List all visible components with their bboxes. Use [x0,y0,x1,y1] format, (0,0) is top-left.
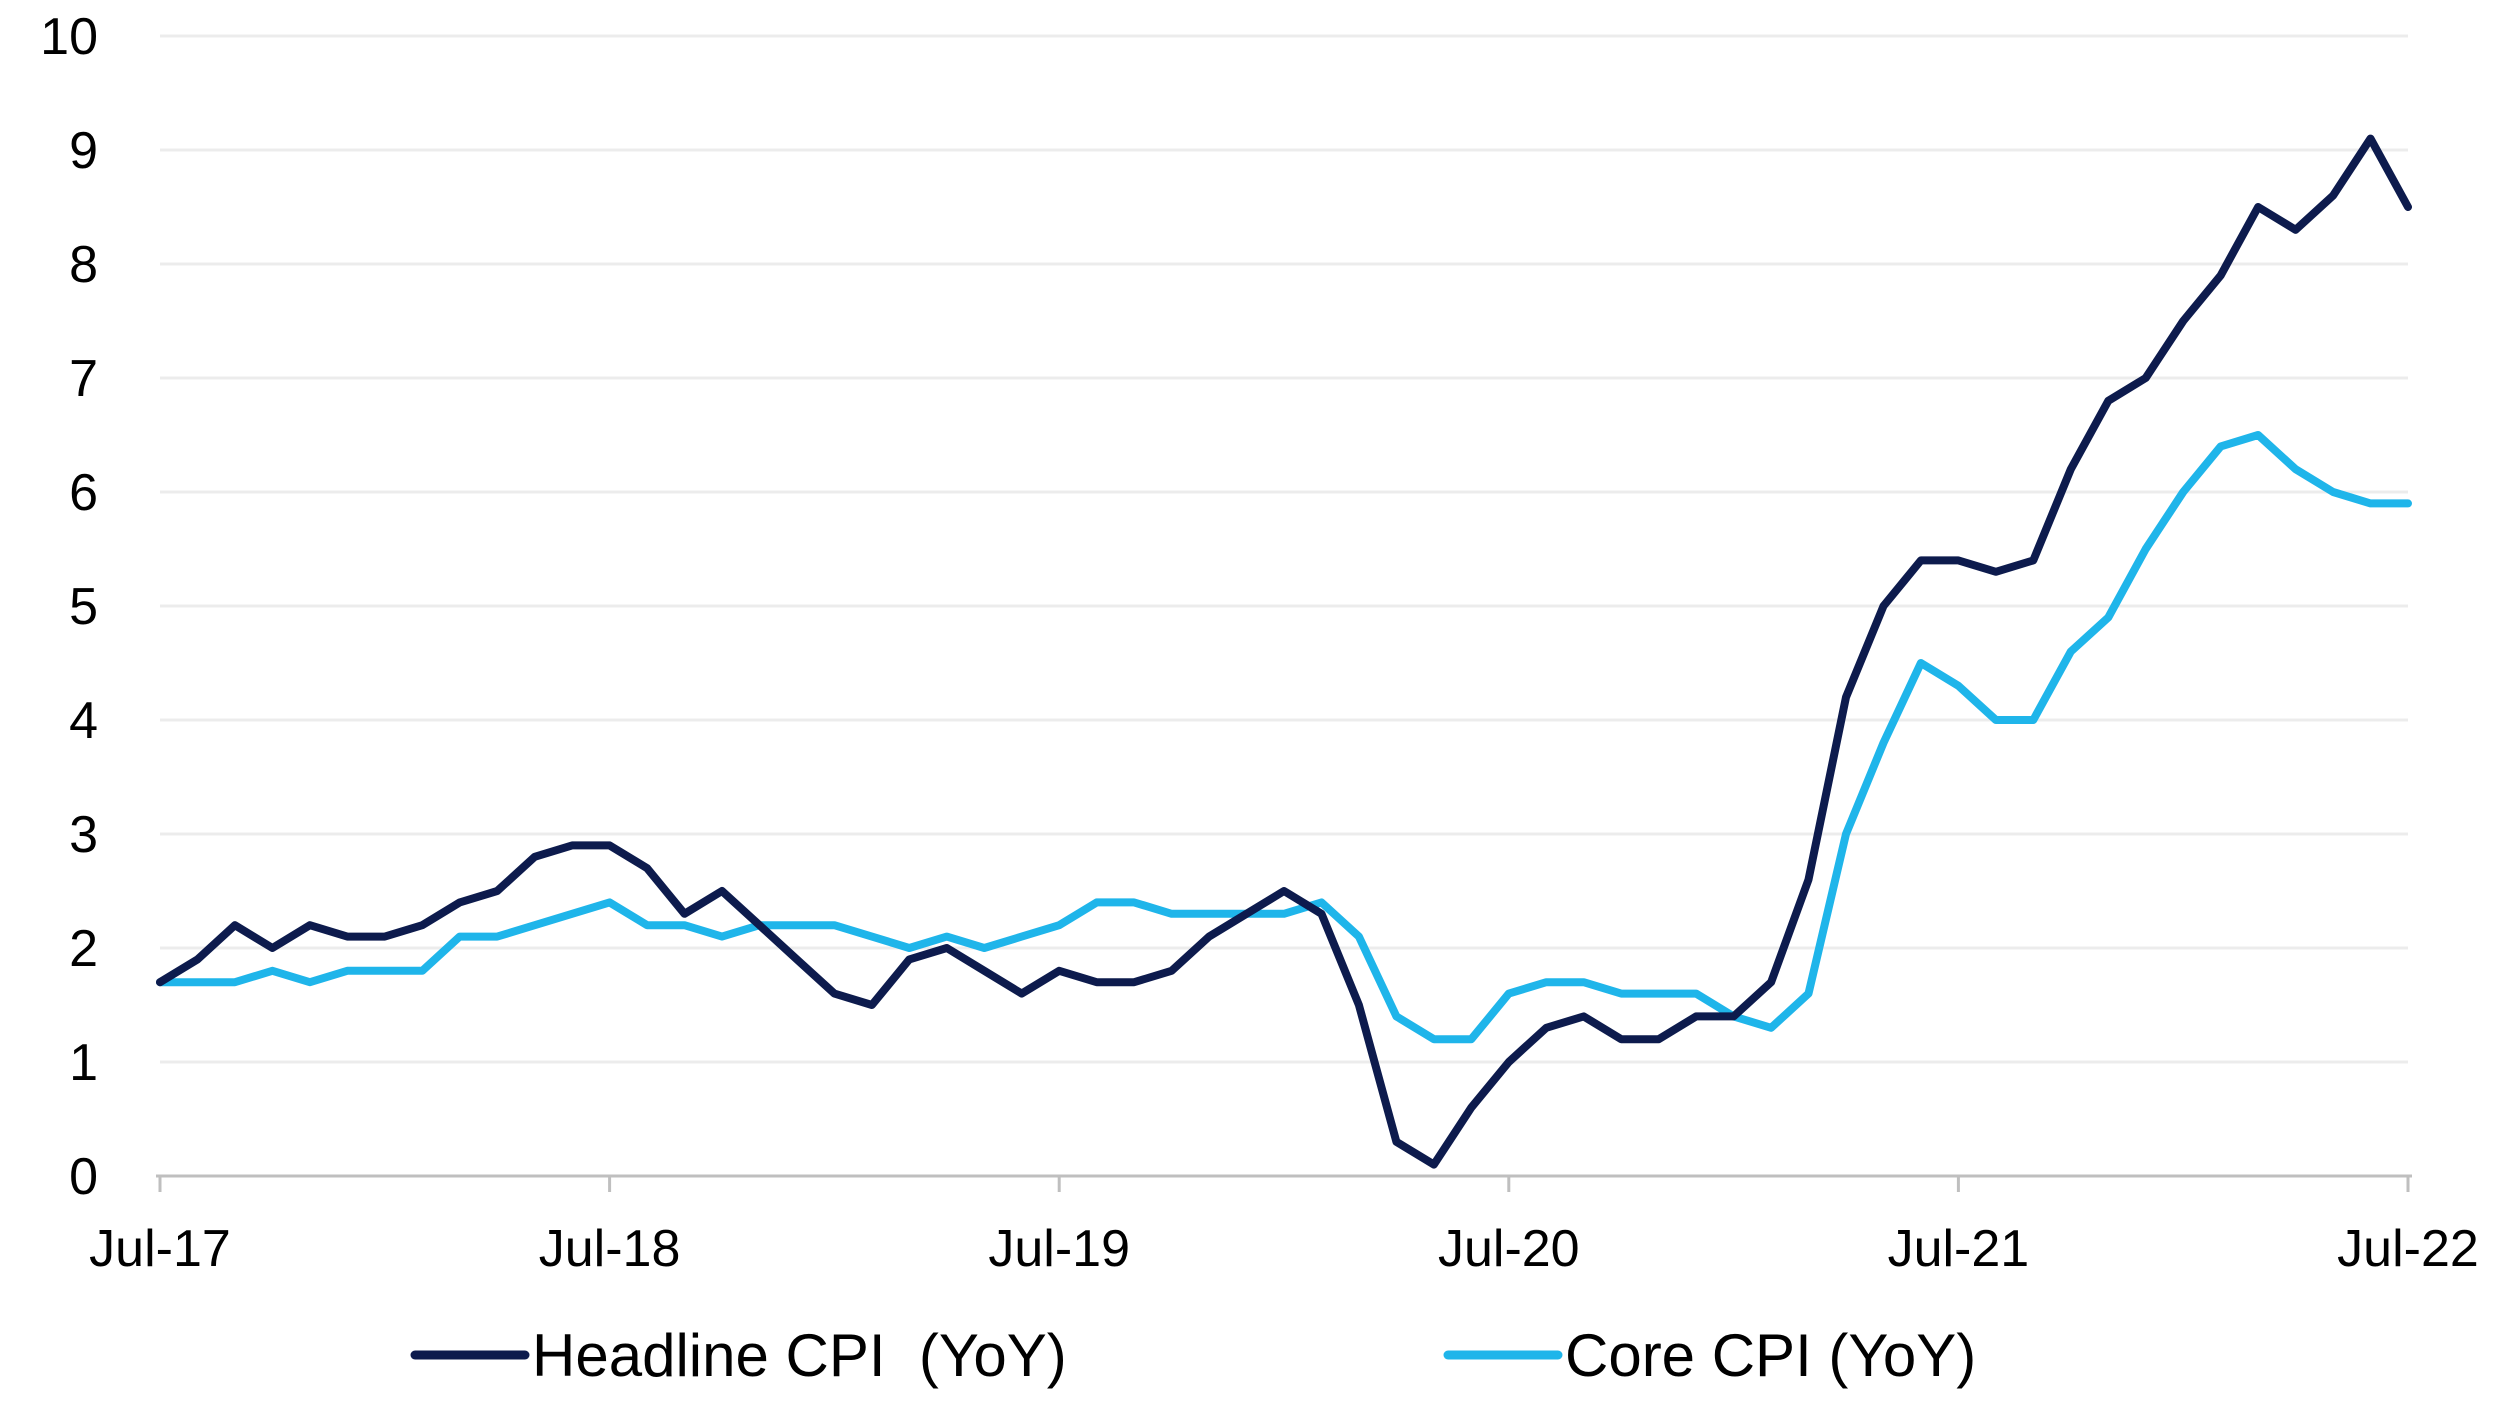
legend-item-core: Core CPI (YoY) [1443,1322,1976,1389]
y-tick-label: 6 [69,464,98,522]
legend-label-core: Core CPI (YoY) [1565,1322,1976,1389]
y-tick-label: 9 [69,122,98,180]
series-lines [156,134,2412,1169]
y-axis-tick-labels: 0 1 2 3 4 5 6 7 8 9 10 [40,8,98,1206]
x-tick-label: Jul-17 [89,1220,231,1278]
x-tick-label: Jul-19 [988,1220,1130,1278]
y-tick-label: 8 [69,236,98,294]
x-tick-label: Jul-21 [1888,1220,2030,1278]
x-tick-label: Jul-18 [539,1220,681,1278]
legend: Headline CPI (YoY) Core CPI (YoY) [410,1322,1976,1389]
x-tick-label: Jul-20 [1438,1220,1580,1278]
gridlines [160,34,2408,1064]
y-tick-label: 7 [69,350,98,408]
x-axis-ticks: Jul-17 Jul-18 Jul-19 Jul-20 Jul-21 Jul-22 [89,1176,2479,1278]
y-tick-label: 5 [69,578,98,636]
legend-label-headline: Headline CPI (YoY) [532,1322,1067,1389]
series-line-headline [156,134,2412,1169]
series-line-core [156,431,2412,1044]
y-tick-label: 1 [69,1034,98,1092]
y-tick-label: 2 [69,920,98,978]
legend-item-headline: Headline CPI (YoY) [410,1322,1067,1389]
x-tick-label: Jul-22 [2337,1220,2479,1278]
y-tick-label: 3 [69,806,98,864]
y-tick-label: 4 [69,692,98,750]
y-tick-label: 0 [69,1148,98,1206]
y-tick-label: 10 [40,8,98,66]
